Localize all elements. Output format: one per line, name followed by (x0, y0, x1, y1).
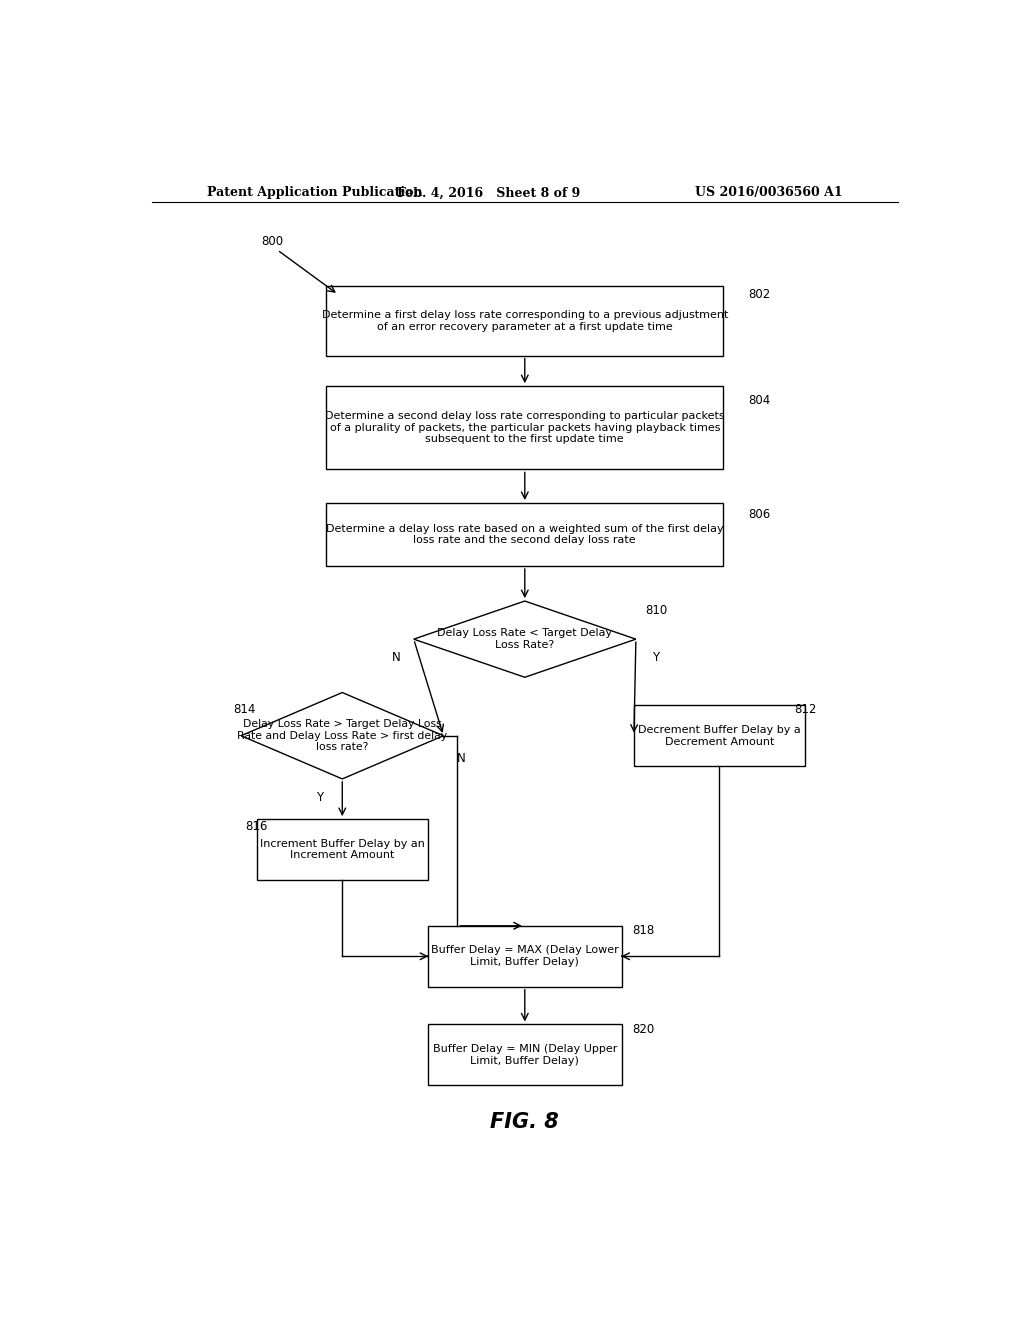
Text: Y: Y (652, 651, 659, 664)
Text: Buffer Delay = MAX (Delay Lower
Limit, Buffer Delay): Buffer Delay = MAX (Delay Lower Limit, B… (431, 945, 618, 968)
Bar (428, 1024, 622, 1085)
Bar (327, 503, 723, 566)
Bar (327, 385, 723, 470)
Text: 806: 806 (749, 508, 771, 520)
Text: Buffer Delay = MIN (Delay Upper
Limit, Buffer Delay): Buffer Delay = MIN (Delay Upper Limit, B… (432, 1044, 617, 1065)
Text: Y: Y (316, 791, 324, 804)
Text: Delay Loss Rate < Target Delay
Loss Rate?: Delay Loss Rate < Target Delay Loss Rate… (437, 628, 612, 649)
Text: Delay Loss Rate > Target Delay Loss
Rate and Delay Loss Rate > first delay
loss : Delay Loss Rate > Target Delay Loss Rate… (238, 719, 447, 752)
Text: 810: 810 (645, 605, 668, 618)
Bar (428, 925, 622, 987)
Text: 804: 804 (749, 393, 771, 407)
Polygon shape (414, 601, 636, 677)
Text: FIG. 8: FIG. 8 (490, 1111, 559, 1133)
Text: Feb. 4, 2016   Sheet 8 of 9: Feb. 4, 2016 Sheet 8 of 9 (397, 186, 581, 199)
Bar (257, 818, 428, 880)
Text: Patent Application Publication: Patent Application Publication (207, 186, 423, 199)
Text: Decrement Buffer Delay by a
Decrement Amount: Decrement Buffer Delay by a Decrement Am… (638, 725, 801, 747)
Text: 818: 818 (632, 924, 654, 937)
Text: 812: 812 (795, 702, 817, 715)
Text: 800: 800 (261, 235, 284, 248)
Bar (634, 705, 805, 766)
Text: Determine a first delay loss rate corresponding to a previous adjustment
of an e: Determine a first delay loss rate corres… (322, 310, 728, 331)
Text: N: N (457, 751, 465, 764)
Text: 816: 816 (246, 820, 268, 833)
Bar (327, 286, 723, 355)
Text: US 2016/0036560 A1: US 2016/0036560 A1 (694, 186, 842, 199)
Text: Increment Buffer Delay by an
Increment Amount: Increment Buffer Delay by an Increment A… (260, 838, 425, 861)
Text: Determine a delay loss rate based on a weighted sum of the first delay
loss rate: Determine a delay loss rate based on a w… (326, 524, 724, 545)
Text: 802: 802 (749, 288, 771, 301)
Text: N: N (392, 651, 400, 664)
Text: 820: 820 (632, 1023, 654, 1036)
Polygon shape (241, 693, 443, 779)
Text: 814: 814 (232, 702, 255, 715)
Text: Determine a second delay loss rate corresponding to particular packets
of a plur: Determine a second delay loss rate corre… (325, 411, 725, 445)
